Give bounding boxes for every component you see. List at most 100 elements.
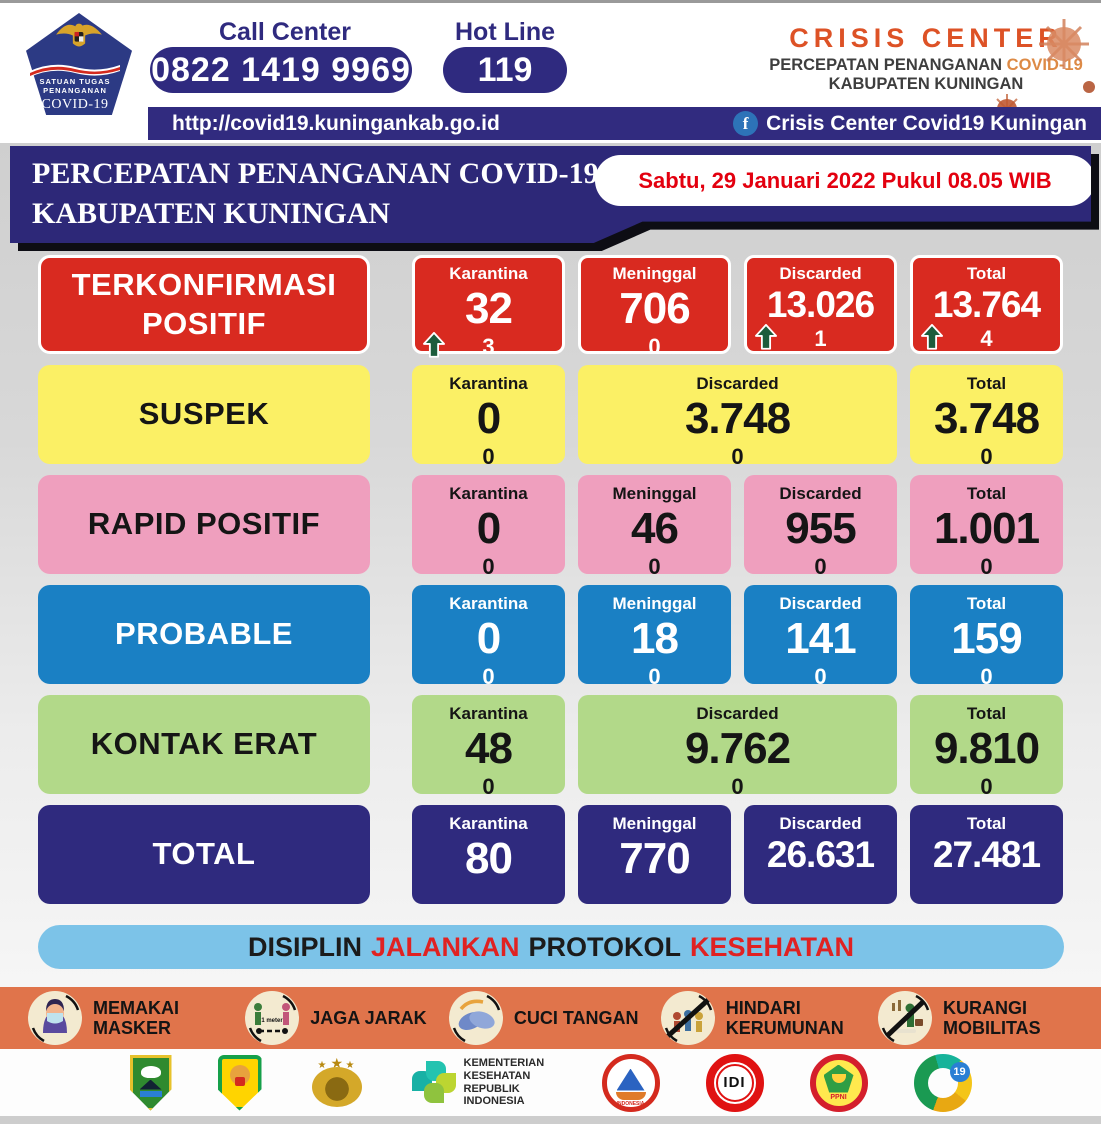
cell-delta: 4 [980,326,993,351]
stat-cell-karantina: Karantina 80 [412,805,565,904]
hotline-number: 119 [443,47,567,93]
cell-header: Total [966,484,1007,503]
cell-delta: 0 [482,554,495,579]
stat-cell-total: Total 27.481 [910,805,1063,904]
cell-value: 3.748 [933,394,1040,443]
row-label: TOTAL [38,805,370,904]
cell-value: 46 [631,504,679,553]
distance-icon: 1 meter [245,991,300,1045]
stat-cell-meninggal: Meninggal 770 [578,805,731,904]
cell-delta: 0 [980,664,993,689]
row-kontak-erat: KONTAK ERAT Karantina 48 0 Discarded 9.7… [38,695,1064,799]
row-label: KONTAK ERAT [38,695,370,794]
cell-value: 159 [951,614,1022,663]
stat-cell-karantina: Karantina 0 0 [412,585,565,689]
cell-value: 0 [476,504,502,553]
cell-delta: 0 [731,774,744,799]
idi-logo: IDI [705,1053,764,1112]
cell-header: Meninggal [612,594,697,613]
cell-header: Karantina [449,374,528,393]
cell-delta: 0 [980,444,993,469]
protocol-word-jalankan: JALANKAN [370,931,520,962]
row-suspek: SUSPEK Karantina 0 0 Discarded 3.748 0 T… [38,365,1064,469]
cell-delta: 0 [482,664,495,689]
cell-header: Meninggal [612,264,697,283]
up-arrow-icon [423,332,445,358]
cell-header: Discarded [779,814,862,833]
protocol-label: MEMAKAI MASKER [93,997,179,1038]
cell-delta: 1 [814,326,827,351]
cell-header: Karantina [449,264,528,283]
kuningan-regency-logo [129,1054,172,1111]
facebook-page-name: Crisis Center Covid19 Kuningan [766,111,1087,135]
stat-cell-discarded: Discarded 141 0 [744,585,897,689]
cell-value: 1.001 [933,504,1040,553]
protocol-item-masker: MEMAKAI MASKER [28,991,223,1045]
protocol-label: KURANGI MOBILITAS [942,997,1041,1038]
protocol-word-protokol: PROTOKOL [528,931,681,962]
cell-value: 18 [631,614,679,663]
hotline-label: Hot Line [455,18,555,46]
covid19-logo: 19 [913,1053,972,1112]
facebook-link[interactable]: f Crisis Center Covid19 Kuningan [733,111,1101,136]
reduce-mobility-icon [877,991,932,1045]
logo-text: SATUAN TUGAS PENANGANAN COVID-19 [39,77,111,112]
kemenkes-logo: KEMENTERIAN KESEHATAN REPUBLIK INDONESIA [411,1057,556,1108]
crisis-sub1: PERCEPATAN PENANGANAN [769,56,1003,74]
cell-delta: 0 [648,664,661,689]
protocol-item-cuci-tangan: CUCI TANGAN [448,991,639,1045]
cell-header: Total [966,374,1007,393]
up-arrow-icon [755,324,777,350]
cell-delta: 0 [648,554,661,579]
title-line2: KABUPATEN KUNINGAN [32,196,391,230]
protocol-label: HINDARI KERUMUNAN [725,997,844,1038]
stat-cell-discarded: Discarded 13.026 1 [744,255,897,354]
protocol-item-mobilitas: KURANGI MOBILITAS [877,991,1073,1045]
cell-header: Total [966,594,1007,613]
cell-header: Discarded [779,264,862,283]
cell-delta: 0 [482,444,495,469]
up-arrow-icon [921,324,943,350]
cell-header: Discarded [696,374,779,393]
cell-value: 13.764 [932,284,1041,325]
stat-cell-total: Total 13.764 4 [910,255,1063,354]
datetime-badge: Sabtu, 29 Januari 2022 Pukul 08.05 WIB [595,155,1091,206]
stat-cell-total: Total 1.001 0 [910,475,1063,579]
cell-header: Discarded [779,594,862,613]
website-url[interactable]: http://covid19.kuningankab.go.id [172,111,500,135]
stat-cell-meninggal: Meninggal 706 0 [578,255,731,359]
protocol-word-disiplin: DISIPLIN [247,931,362,962]
svg-text:1 meter: 1 meter [262,1018,284,1024]
cell-value: 9.762 [684,724,791,773]
stat-cell-total: Total 3.748 0 [910,365,1063,469]
protocol-label: CUCI TANGAN [513,1007,639,1028]
cell-header: Karantina [449,594,528,613]
siliwangi-logo [217,1054,262,1111]
row-label: SUSPEK [38,365,370,464]
cell-header: Total [966,264,1007,283]
row-label: RAPID POSITIF [38,475,370,574]
stat-cell-karantina: Karantina 0 0 [412,475,565,579]
protocol-word-kesehatan: KESEHATAN [690,931,855,962]
stat-cell-karantina: Karantina 48 0 [412,695,565,799]
header: SATUAN TUGAS PENANGANAN COVID-19 Call Cen… [0,3,1101,143]
protocol-label: JAGA JARAK [310,1007,427,1028]
red-white-ribbon [30,64,120,77]
protocol-item-jarak: 1 meter JAGA JARAK [245,991,427,1045]
stat-cell-discarded: Discarded 955 0 [744,475,897,579]
cell-delta: 0 [648,334,661,359]
crisis-sub2: KABUPATEN KUNINGAN [828,74,1024,93]
stat-cell-karantina: Karantina 32 3 [412,255,565,359]
stat-cell-discarded: Discarded 3.748 0 [578,365,897,469]
cell-header: Karantina [449,704,528,723]
mask-icon [28,991,82,1045]
health-protocol-strip: MEMAKAI MASKER 1 meter JAGA JARAK [0,987,1101,1049]
cell-value: 80 [465,834,513,883]
cell-value: 48 [465,724,513,773]
cell-delta: 0 [980,554,993,579]
stats-table: TERKONFIRMASI POSITIF Karantina 32 3 Men… [38,255,1064,915]
row-total: TOTAL Karantina 80 Meninggal 770 Discard… [38,805,1064,904]
crisis-center-subtitle: PERCEPATAN PENANGANAN COVID-19 KABUPATEN… [761,56,1091,94]
cell-header: Karantina [449,484,528,503]
